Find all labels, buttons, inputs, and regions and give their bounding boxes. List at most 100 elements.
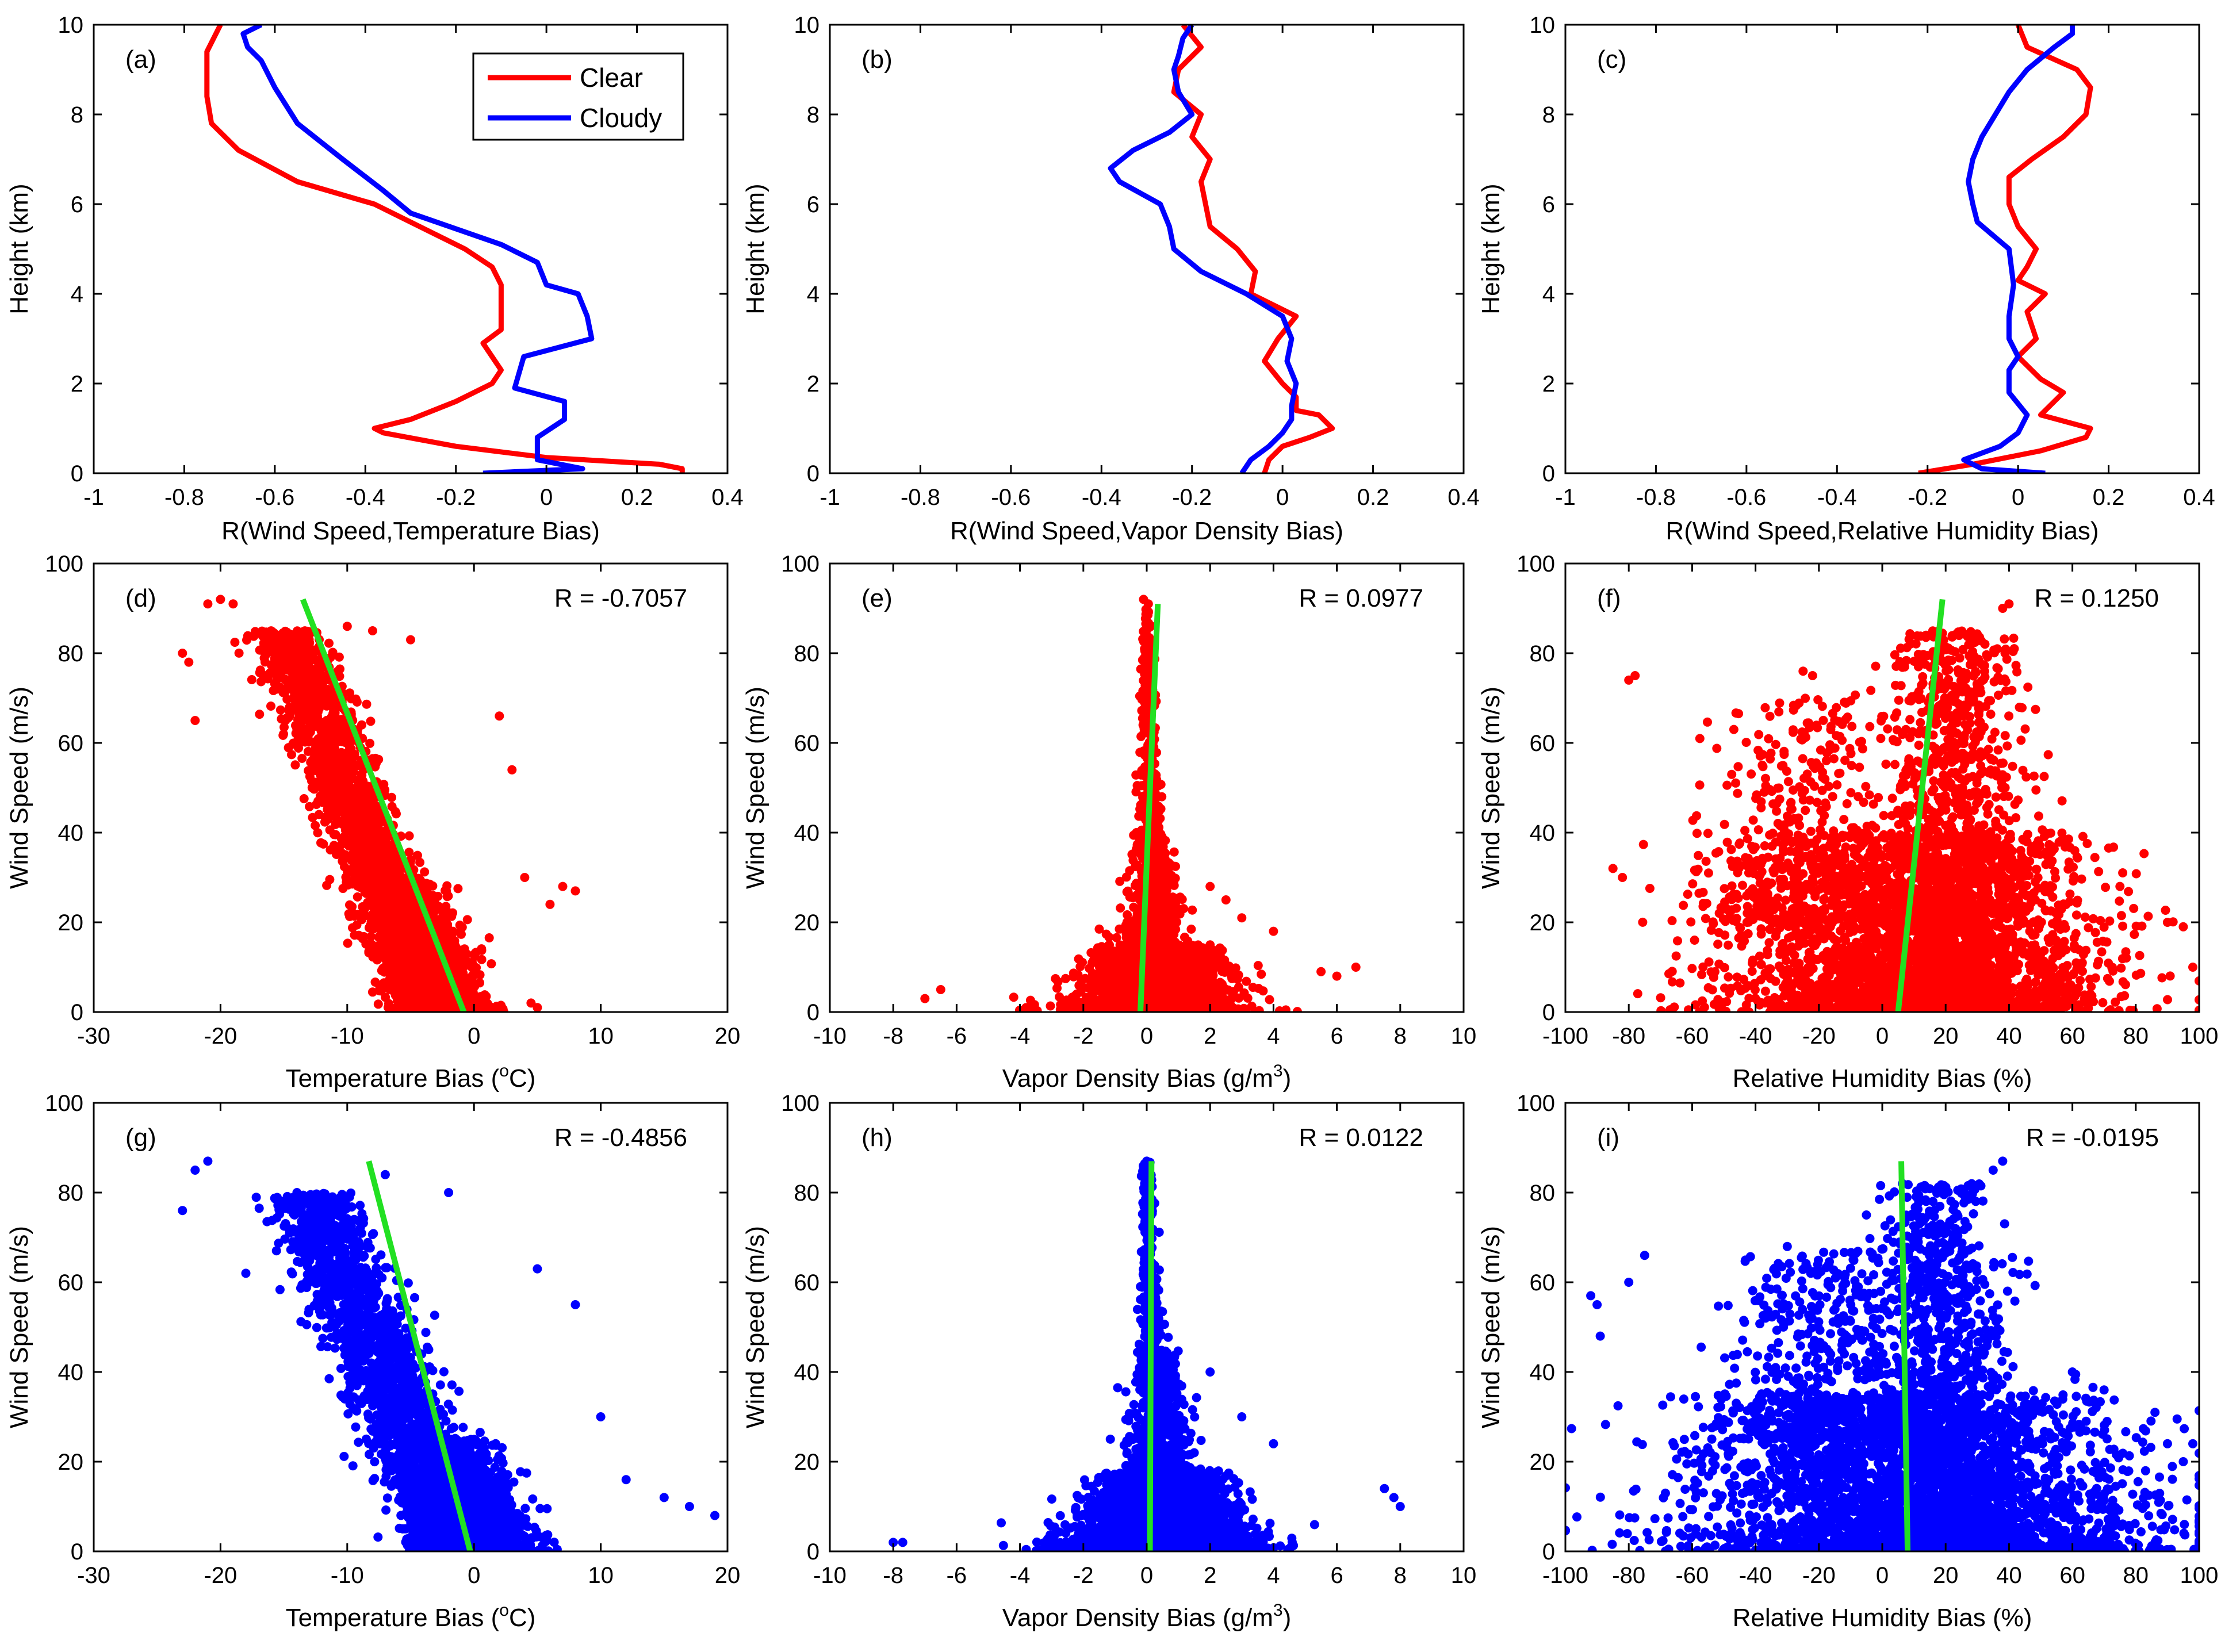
scatter-point [307, 783, 317, 792]
panel-label: (a) [125, 45, 156, 74]
scatter-point [570, 886, 580, 896]
fit-line [300, 598, 467, 1012]
scatter-point [348, 923, 357, 933]
scatter-point [311, 821, 320, 830]
scatter-point [323, 732, 333, 742]
scatter-point [305, 802, 315, 811]
scatter-point [337, 848, 347, 858]
scatter-point [442, 922, 451, 932]
scatter-point [454, 972, 464, 982]
scatter-point [390, 856, 400, 865]
scatter-point [1281, 1005, 1291, 1012]
scatter-point [366, 932, 376, 941]
scatter-point [487, 959, 496, 969]
x-tick-label: 0 [2012, 485, 2024, 510]
x-axis-label: Temperature Bias (oC) [286, 1061, 536, 1093]
series-line-cloudy [1108, 25, 1299, 473]
scatter-point [344, 841, 354, 851]
scatter-point [297, 650, 307, 660]
scatter-point [450, 941, 460, 951]
scatter-point [373, 843, 382, 853]
panel-a: -1 -0.8 -0.6 -0.4 -0.2 0 0.2 0.40246810(a)R(Win… [5, 13, 744, 545]
x-tick-label: -0.8 [901, 485, 940, 510]
x-tick-label: 0 [1276, 485, 1289, 510]
scatter-point [392, 876, 402, 886]
panel-c: -1 -0.8 -0.6 -0.4 -0.2 0 0.2 0.40246810(c)R(Win… [1477, 13, 2215, 545]
scatter-point [299, 794, 309, 803]
scatter-point [325, 875, 335, 884]
series-line-clear [1171, 25, 1335, 473]
scatter-point [384, 1002, 394, 1012]
plot-marks [204, 25, 685, 473]
scatter-point [545, 899, 555, 909]
x-axis-label-text: Temperature Bias ( [286, 1064, 500, 1093]
scatter-point [269, 628, 278, 638]
panel-label: (c) [1597, 45, 1626, 74]
scatter-point [313, 715, 323, 725]
y-tick-label: 0 [71, 1000, 83, 1025]
y-axis-label: Height (km) [5, 183, 33, 314]
scatter-point [358, 829, 368, 838]
panel-d: R = -0.7057-30 -20 -10 0 10 20020406080100(d)… [5, 551, 740, 1093]
scatter-point [443, 988, 453, 998]
scatter-point [1074, 980, 1084, 990]
scatter-point [1061, 973, 1070, 983]
x-tick-label: 20 [715, 1024, 741, 1049]
scatter-point [331, 754, 340, 764]
scatter-point [558, 881, 568, 891]
scatter-point [362, 699, 372, 709]
scatter-point [343, 880, 353, 890]
x-tick-label: -10 [331, 1024, 364, 1049]
y-tick-label: 100 [45, 551, 83, 577]
scatter-point [323, 805, 332, 815]
scatter-point [438, 910, 448, 920]
scatter-point [365, 738, 375, 748]
y-axis-label: Height (km) [741, 183, 769, 314]
x-tick-label: -0.8 [1636, 485, 1676, 510]
scatter-point [262, 632, 271, 641]
x-axis-label-suffix: C) [509, 1064, 535, 1093]
scatter-point [453, 884, 463, 894]
scatter-point [526, 998, 536, 1008]
x-tick-label: -1 [820, 485, 840, 510]
scatter-point [429, 949, 439, 959]
x-tick-label: -0.4 [346, 485, 385, 510]
scatter-point [423, 1006, 432, 1012]
scatter-point [316, 726, 326, 736]
scatter-point [333, 791, 343, 800]
scatter-point [330, 805, 339, 815]
y-tick-label: 4 [71, 282, 83, 307]
scatter-point [396, 890, 406, 899]
scatter-point [285, 711, 294, 720]
scatter-point [347, 794, 357, 803]
scatter-point [313, 828, 323, 838]
scatter-point [294, 708, 304, 718]
scatter-point [275, 705, 285, 715]
scatter-point [1231, 963, 1240, 973]
scatter-point [381, 992, 390, 1002]
scatter-point [366, 716, 376, 726]
scatter-point [306, 757, 316, 767]
scatter-point [284, 683, 294, 692]
scatter-point [413, 850, 422, 860]
y-tick-label: 8 [1542, 102, 1555, 128]
y-tick-label: 0 [807, 461, 820, 486]
x-axis-label-text: R(Wind Speed,Relative Humidity Bias) [1665, 517, 2099, 545]
scatter-point [351, 785, 361, 795]
scatter-point [352, 697, 362, 707]
y-tick-label: 2 [1542, 371, 1555, 397]
scatter-point [387, 802, 397, 811]
y-tick-label: 40 [58, 821, 84, 846]
scatter-point [447, 1007, 457, 1012]
scatter-point [255, 710, 265, 719]
y-tick-label: 4 [1542, 282, 1555, 307]
scatter-point [289, 665, 298, 674]
scatter-point [520, 873, 530, 882]
scatter-point [461, 950, 470, 960]
scatter-point [367, 626, 377, 635]
scatter-point [332, 733, 342, 742]
scatter-point [415, 939, 424, 949]
x-tick-label: 0.4 [1448, 485, 1480, 510]
y-tick-label: 0 [71, 461, 83, 486]
